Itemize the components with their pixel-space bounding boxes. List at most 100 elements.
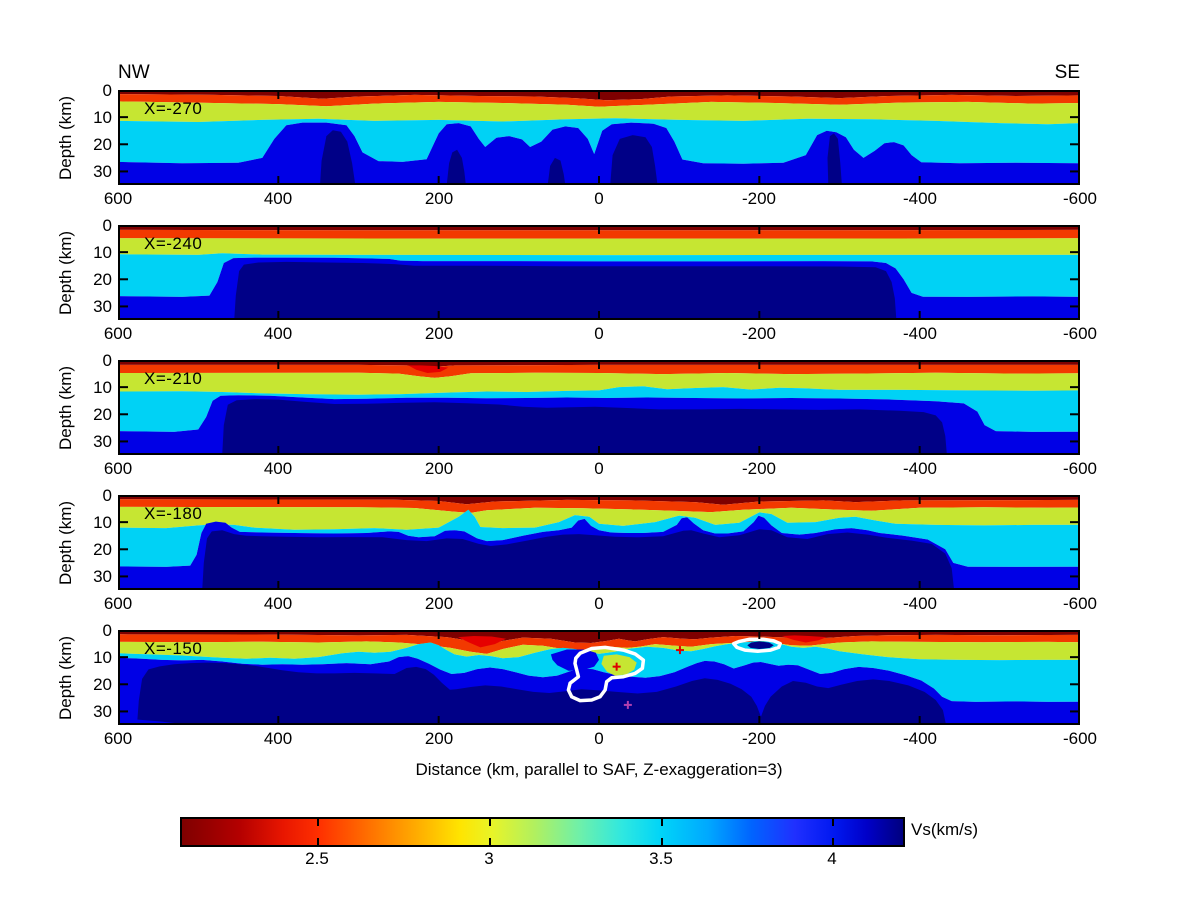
slice-label: X=-150 [144, 639, 203, 658]
y-axis-label: Depth (km) [56, 500, 75, 585]
y-tick-label: 10 [93, 513, 112, 532]
y-axis-label: Depth (km) [56, 365, 75, 450]
y-tick-label: 20 [93, 540, 112, 559]
x-tick-label: -400 [902, 189, 938, 208]
x-tick-label: -400 [902, 324, 938, 343]
slice-label: X=-270 [144, 99, 203, 118]
yellow-patch [601, 654, 637, 676]
navy-body [320, 130, 356, 185]
colorbar-tick-mark [489, 819, 491, 826]
colorbar-tick-mark [661, 838, 663, 845]
x-tick-label: -600 [1062, 594, 1098, 613]
panel-X=-180 [118, 495, 1080, 590]
navy-body [827, 133, 842, 185]
band-orangered [118, 229, 1080, 239]
y-tick-label: 20 [93, 675, 112, 694]
x-tick-label: -200 [741, 729, 777, 748]
panel-plot-X=-150 [118, 630, 1080, 725]
y-tick-label: 10 [93, 378, 112, 397]
x-tick-label: 0 [594, 189, 604, 208]
nw-orientation-label: NW [118, 62, 150, 83]
x-tick-label: -200 [741, 324, 777, 343]
colorbar-tick-mark [317, 838, 319, 845]
y-tick-label: 0 [102, 81, 112, 100]
y-axis-label: Depth (km) [56, 230, 75, 315]
y-tick-label: 30 [93, 567, 112, 586]
navy-body [137, 662, 947, 725]
colorbar-tick-label: 3.5 [649, 849, 673, 868]
x-tick-label: 400 [263, 594, 293, 613]
band-cyan [118, 386, 1080, 432]
panel-X=-210 [118, 360, 1080, 455]
x-tick-label: -600 [1062, 729, 1098, 748]
panel-X=-270 [118, 90, 1080, 185]
slice-label: X=-180 [144, 504, 203, 523]
band-yellow [118, 641, 1080, 661]
band-cyan [118, 118, 1080, 164]
x-tick-label: -600 [1062, 324, 1098, 343]
navy-body [202, 529, 955, 590]
y-tick-label: 10 [93, 648, 112, 667]
band-cyan [118, 509, 1080, 567]
x-tick-label: 600 [103, 189, 133, 208]
x-tick-label: -200 [741, 189, 777, 208]
axes-frame [118, 495, 1080, 590]
axes-frame [118, 225, 1080, 320]
navy-body [610, 135, 658, 185]
band-yellow [118, 372, 1080, 395]
colorbar-tick-label: 4 [827, 849, 837, 868]
colorbar-tick-label: 2.5 [305, 849, 329, 868]
panel-plot-X=-240 [118, 225, 1080, 320]
panel-X=-240 [118, 225, 1080, 320]
x-tick-label: 400 [263, 729, 293, 748]
y-tick-label: 30 [93, 702, 112, 721]
y-tick-label: 20 [93, 405, 112, 424]
panel-plot-X=-180 [118, 495, 1080, 590]
x-tick-label: 400 [263, 189, 293, 208]
y-tick-label: 30 [93, 432, 112, 451]
x-tick-label: -200 [741, 459, 777, 478]
x-tick-label: -600 [1062, 189, 1098, 208]
y-tick-label: 30 [93, 297, 112, 316]
slice-label: X=-210 [144, 369, 203, 388]
x-tick-label: 0 [594, 459, 604, 478]
x-tick-label: 200 [424, 459, 454, 478]
x-tick-label: -400 [902, 594, 938, 613]
x-tick-label: 0 [594, 324, 604, 343]
navy-body [547, 157, 566, 185]
x-tick-label: 400 [263, 324, 293, 343]
navy-body [234, 261, 897, 320]
band-orangered [118, 499, 1080, 513]
y-axis-label: Depth (km) [56, 95, 75, 180]
colorbar-gradient [180, 817, 905, 847]
band-red-accent [457, 636, 506, 648]
colorbar-units-label: Vs(km/s) [911, 820, 979, 839]
colorbar-tick-mark [317, 819, 319, 826]
x-tick-label: -400 [902, 459, 938, 478]
colorbar-tick-label: 3 [484, 849, 494, 868]
x-tick-label: -200 [741, 594, 777, 613]
x-tick-label: 200 [424, 189, 454, 208]
y-tick-label: 10 [93, 108, 112, 127]
navy-body [446, 149, 466, 185]
band-yellow [118, 238, 1080, 256]
y-tick-label: 20 [93, 135, 112, 154]
band-yellow [118, 506, 1080, 530]
navy-body [222, 399, 947, 455]
band-yellow [118, 101, 1080, 125]
x-tick-label: 600 [103, 324, 133, 343]
panel-X=-150 [118, 630, 1080, 725]
x-tick-label: 400 [263, 459, 293, 478]
panel-plot-X=-270 [118, 90, 1080, 185]
x-tick-label: 600 [103, 729, 133, 748]
x-tick-label: -600 [1062, 459, 1098, 478]
white-contour [566, 645, 646, 703]
axes-frame [118, 630, 1080, 725]
y-tick-label: 20 [93, 270, 112, 289]
colorbar-tick-mark [489, 838, 491, 845]
axes-frame [118, 90, 1080, 185]
band-cyan [118, 253, 1080, 297]
x-tick-label: 200 [424, 594, 454, 613]
y-tick-label: 0 [102, 216, 112, 235]
